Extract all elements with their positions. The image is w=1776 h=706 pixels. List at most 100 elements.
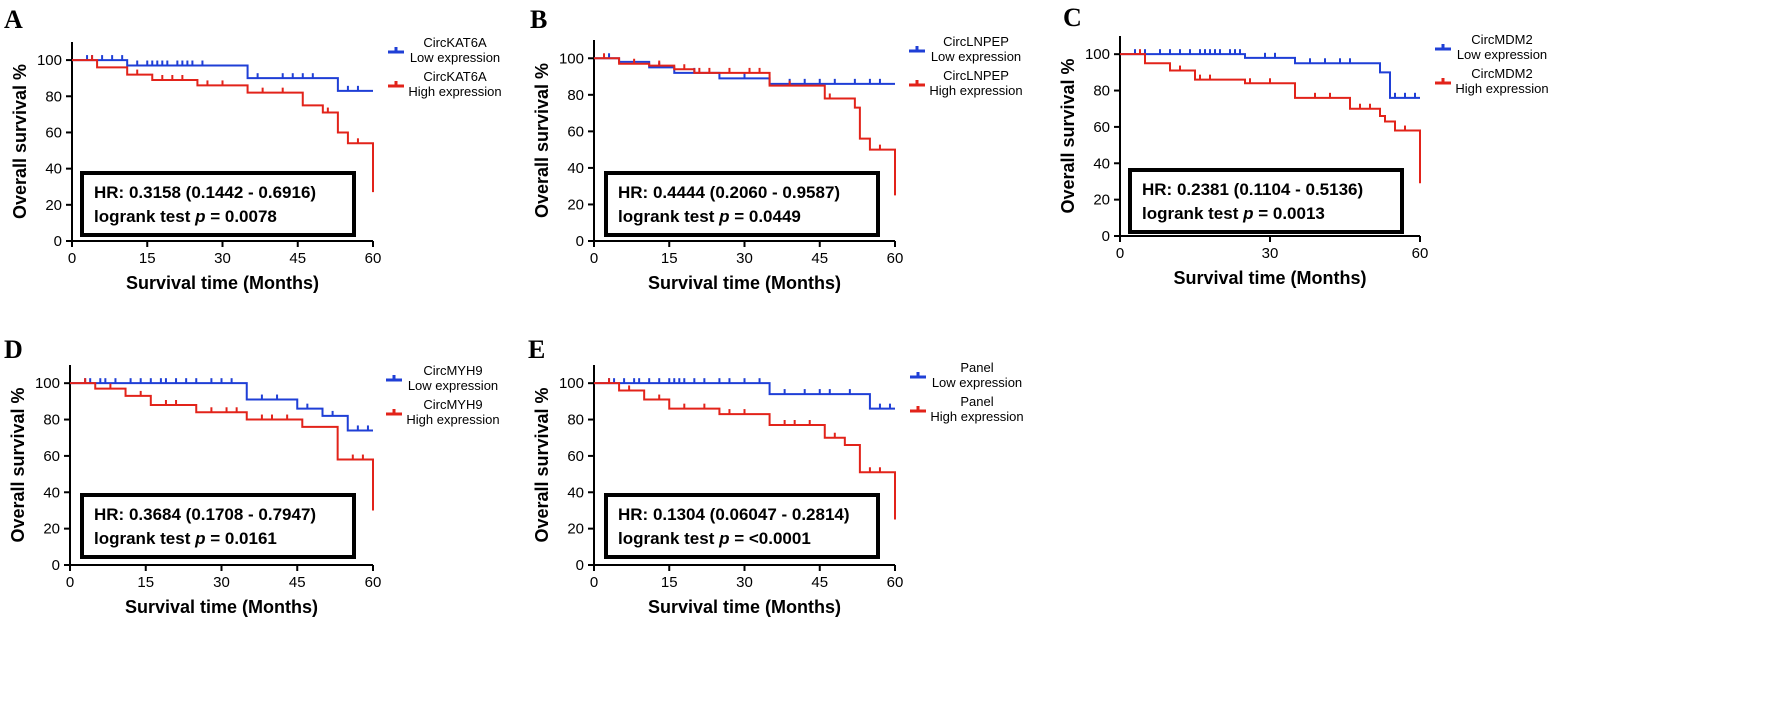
high-expression-curve	[72, 59, 374, 193]
x-tick-label: 60	[887, 574, 904, 591]
hazard-ratio-text: HR: 0.3158 (0.1442 - 0.6916)	[94, 183, 316, 202]
x-tick-label: 15	[661, 574, 678, 591]
high-expression-curve	[594, 382, 896, 520]
x-tick-label: 60	[1412, 245, 1429, 262]
y-tick-label: 60	[567, 448, 584, 465]
legend-gene-label: CircKAT6A	[423, 69, 487, 84]
x-axis-title: Survival time (Months)	[648, 597, 841, 617]
x-tick-label: 30	[213, 574, 230, 591]
legend-group-label: High expression	[1455, 81, 1548, 96]
panel-label: B	[530, 5, 547, 34]
y-tick-label: 40	[567, 160, 584, 177]
y-tick-label: 0	[1102, 228, 1110, 245]
panel-c: C 0 20 40 60 80 100 0 30 60 Survival time (Months)…	[1058, 3, 1549, 288]
y-tick-label: 0	[576, 557, 584, 574]
legend-gene-label: CircLNPEP	[943, 68, 1009, 83]
legend-group-label: Low expression	[410, 50, 500, 65]
panel-label: D	[4, 335, 23, 364]
legend-group-label: High expression	[930, 409, 1023, 424]
legend-group-label: High expression	[408, 84, 501, 99]
legend-high-symbol	[910, 406, 926, 413]
y-tick-label: 80	[45, 88, 62, 105]
legend-high-symbol	[909, 80, 925, 87]
x-tick-label: 30	[736, 574, 753, 591]
y-tick-label: 80	[567, 412, 584, 429]
y-tick-label: 40	[567, 484, 584, 501]
panel-label: A	[4, 5, 23, 34]
y-tick-label: 0	[54, 233, 62, 250]
logrank-text: logrank test p = 0.0449	[618, 207, 801, 226]
y-tick-label: 0	[576, 233, 584, 250]
x-tick-label: 0	[590, 250, 598, 267]
y-tick-label: 0	[52, 557, 60, 574]
y-tick-label: 100	[1085, 46, 1110, 63]
x-tick-label: 60	[365, 574, 382, 591]
y-tick-label: 20	[1093, 192, 1110, 209]
x-axis-title: Survival time (Months)	[125, 597, 318, 617]
logrank-text: logrank test p = <0.0001	[618, 529, 811, 548]
hazard-ratio-text: HR: 0.2381 (0.1104 - 0.5136)	[1142, 180, 1363, 199]
x-tick-label: 0	[66, 574, 74, 591]
x-tick-label: 45	[811, 574, 828, 591]
y-tick-label: 60	[45, 124, 62, 141]
x-axis-title: Survival time (Months)	[126, 273, 319, 293]
low-expression-curve	[72, 59, 373, 92]
stats-box	[80, 493, 356, 559]
hazard-ratio-text: HR: 0.3684 (0.1708 - 0.7947)	[94, 505, 316, 524]
stats-box	[604, 171, 880, 237]
legend-high-symbol	[386, 409, 402, 416]
y-tick-label: 40	[1093, 155, 1110, 172]
low-expression-curve	[594, 57, 895, 85]
y-tick-label: 80	[43, 412, 60, 429]
y-tick-label: 60	[43, 448, 60, 465]
high-expression-curve	[1120, 53, 1421, 184]
low-expression-curve	[1120, 53, 1420, 99]
x-tick-label: 15	[137, 574, 154, 591]
panel-a: A 0 20 40 60 80 100 0 15 30 45 60 Survival time (Mon…	[4, 5, 502, 293]
y-tick-label: 20	[567, 196, 584, 213]
x-axis-title: Survival time (Months)	[1173, 268, 1366, 288]
legend-group-label: Low expression	[1457, 47, 1547, 62]
hazard-ratio-text: HR: 0.1304 (0.06047 - 0.2814)	[618, 505, 850, 524]
stats-box	[80, 171, 356, 237]
legend-gene-label: Panel	[960, 360, 993, 375]
panel-label: C	[1063, 3, 1082, 32]
legend-gene-label: CircMYH9	[423, 363, 482, 378]
y-axis-title: Overall survival %	[10, 64, 30, 219]
logrank-text: logrank test p = 0.0013	[1142, 204, 1325, 223]
legend-high-symbol	[1435, 78, 1451, 85]
x-tick-label: 15	[661, 250, 678, 267]
legend-low-symbol	[1435, 44, 1451, 51]
panel-e: E 0 20 40 60 80 100 0 15 30 45 60 Survival time (Mon…	[528, 335, 1024, 617]
y-tick-label: 100	[559, 375, 584, 392]
y-tick-label: 80	[1093, 83, 1110, 100]
x-tick-label: 45	[811, 250, 828, 267]
x-tick-label: 45	[289, 574, 306, 591]
x-tick-label: 15	[139, 250, 156, 267]
high-expression-curve	[70, 382, 374, 511]
legend-gene-label: CircLNPEP	[943, 34, 1009, 49]
legend-gene-label: CircMYH9	[423, 397, 482, 412]
y-tick-label: 40	[43, 484, 60, 501]
legend-group-label: High expression	[406, 412, 499, 427]
legend-group-label: Low expression	[931, 49, 1021, 64]
y-tick-label: 100	[37, 52, 62, 69]
x-tick-label: 60	[887, 250, 904, 267]
y-tick-label: 80	[567, 87, 584, 104]
legend-low-symbol	[910, 372, 926, 379]
legend-gene-label: CircMDM2	[1471, 66, 1532, 81]
x-tick-label: 30	[1262, 245, 1279, 262]
panel-label: E	[528, 335, 545, 364]
legend-high-symbol	[388, 81, 404, 88]
y-axis-title: Overall survival %	[8, 387, 28, 542]
low-expression-curve	[594, 382, 895, 410]
stats-box	[604, 493, 880, 559]
x-tick-label: 0	[1116, 245, 1124, 262]
y-tick-label: 60	[1093, 119, 1110, 136]
low-expression-curve	[70, 382, 373, 432]
legend-gene-label: CircKAT6A	[423, 35, 487, 50]
y-tick-label: 20	[45, 197, 62, 214]
high-expression-curve	[594, 57, 896, 196]
x-tick-label: 30	[214, 250, 231, 267]
